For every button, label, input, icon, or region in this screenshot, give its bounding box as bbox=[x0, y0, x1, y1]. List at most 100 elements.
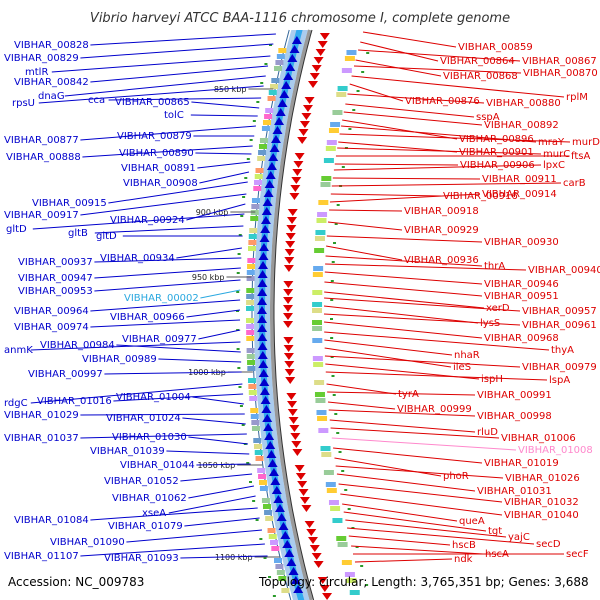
left-leader-line bbox=[80, 413, 245, 416]
ruler-tick bbox=[344, 489, 348, 491]
gene-label: VIBHAR_01031 bbox=[477, 486, 552, 497]
gene-label: VIBHAR_00951 bbox=[484, 291, 559, 302]
reverse-gene-arrow bbox=[294, 153, 305, 160]
cog-track-segment bbox=[317, 212, 328, 217]
cog-track-segment bbox=[253, 438, 262, 443]
left-leader-line bbox=[80, 543, 265, 557]
right-leader-line bbox=[329, 209, 403, 212]
cog-track-segment bbox=[318, 428, 329, 433]
reverse-gene-arrow bbox=[309, 545, 320, 552]
gene-label: VIBHAR_00997 bbox=[28, 369, 103, 380]
ruler-tick bbox=[347, 508, 351, 510]
reverse-gene-arrow bbox=[302, 105, 313, 112]
cog-track-segment bbox=[246, 324, 255, 329]
gene-label: VIBHAR_00940 bbox=[528, 265, 600, 276]
genome-info-text: Topology: circular; Length: 3,765,351 bp… bbox=[258, 575, 589, 589]
right-leader-line bbox=[323, 321, 483, 339]
right-leader-line bbox=[323, 305, 479, 324]
cog-track-segment bbox=[251, 420, 260, 425]
forward-gene-arrow bbox=[274, 504, 285, 512]
gene-label: VIBHAR_00924 bbox=[110, 215, 185, 226]
forward-gene-arrow bbox=[284, 549, 295, 557]
right-leader-line bbox=[343, 511, 487, 532]
cog-track-segment bbox=[270, 84, 279, 89]
reverse-gene-arrow bbox=[304, 97, 315, 104]
right-leader-line bbox=[324, 339, 453, 356]
reverse-gene-arrow bbox=[283, 321, 294, 328]
reverse-gene-arrow bbox=[308, 81, 319, 88]
right-leader-line bbox=[345, 103, 475, 118]
cog-track-segment bbox=[248, 384, 257, 389]
forward-gene-arrow bbox=[264, 432, 275, 440]
ruler-tick bbox=[348, 128, 352, 130]
right-leader-line bbox=[342, 503, 458, 522]
right-leader-line bbox=[328, 409, 476, 417]
forward-gene-arrow bbox=[286, 558, 297, 566]
left-leader-line bbox=[166, 450, 250, 455]
cog-track-segment bbox=[346, 578, 357, 583]
ruler-tick bbox=[338, 451, 342, 453]
cog-track-segment bbox=[312, 338, 323, 343]
forward-gene-arrow bbox=[259, 234, 270, 242]
reverse-gene-arrow bbox=[298, 489, 309, 496]
ruler-tick bbox=[263, 557, 267, 559]
cog-track-segment bbox=[321, 452, 332, 457]
gene-label: VIBHAR_00888 bbox=[6, 152, 81, 163]
cog-track-segment bbox=[268, 90, 277, 95]
gene-label: VIBHAR_00901 bbox=[459, 147, 534, 158]
left-leader-line bbox=[180, 473, 253, 482]
right-leader-line bbox=[336, 473, 476, 492]
reverse-gene-arrow bbox=[322, 593, 333, 600]
cog-track-segment bbox=[258, 150, 267, 155]
ruler-tick bbox=[246, 158, 250, 160]
cog-track-segment bbox=[249, 396, 258, 401]
forward-gene-arrow bbox=[263, 189, 274, 197]
right-leader-line bbox=[353, 65, 522, 74]
kbp-label: 900 kbp bbox=[196, 208, 229, 217]
gene-label: VIBHAR_01004 bbox=[116, 392, 191, 403]
ruler-tick bbox=[365, 584, 369, 586]
reverse-gene-arrow bbox=[283, 297, 294, 304]
left-leader-line bbox=[51, 55, 271, 73]
cog-track-segment bbox=[341, 560, 352, 565]
forward-gene-arrow bbox=[280, 531, 291, 539]
cog-track-segment bbox=[325, 482, 336, 487]
left-leader-line bbox=[113, 393, 244, 402]
gene-label: VIBHAR_00911 bbox=[482, 174, 557, 185]
gene-label: VIBHAR_00946 bbox=[484, 279, 559, 290]
ruler-tick bbox=[240, 215, 244, 217]
ruler-tick bbox=[238, 386, 242, 388]
gene-label: VIBHAR_00865 bbox=[115, 97, 190, 108]
cog-track-segment bbox=[275, 564, 284, 569]
cog-track-segment bbox=[346, 50, 357, 55]
gene-label: sspA bbox=[476, 112, 500, 123]
gene-label: VIBHAR_00876 bbox=[405, 96, 480, 107]
cog-track-segment bbox=[254, 174, 263, 179]
reverse-gene-arrow bbox=[290, 433, 301, 440]
kbp-label: 950 kbp bbox=[192, 273, 225, 282]
cog-track-segment bbox=[271, 546, 280, 551]
left-leader-line bbox=[158, 358, 242, 363]
gene-label: VIBHAR_01062 bbox=[112, 493, 187, 504]
left-leader-line bbox=[184, 517, 260, 527]
cog-track-segment bbox=[344, 572, 355, 577]
left-leader-line bbox=[80, 433, 247, 439]
right-leader-line bbox=[324, 271, 483, 285]
reverse-gene-arrow bbox=[283, 289, 294, 296]
cog-track-segment bbox=[250, 414, 259, 419]
left-leader-line bbox=[90, 507, 258, 521]
cog-track-segment bbox=[246, 318, 255, 323]
gene-label: VIBHAR_01044 bbox=[120, 460, 195, 471]
right-leader-line bbox=[333, 164, 542, 171]
gene-label: VIBHAR_01029 bbox=[4, 410, 79, 421]
cog-track-segment bbox=[323, 158, 334, 163]
gene-label: ftsA bbox=[571, 151, 590, 162]
forward-gene-arrow bbox=[287, 54, 298, 62]
gene-label: xerD bbox=[486, 303, 510, 314]
reverse-gene-arrow bbox=[284, 257, 295, 264]
cog-track-segment bbox=[247, 246, 256, 251]
gene-label: secD bbox=[536, 539, 561, 550]
reverse-gene-arrow bbox=[287, 217, 298, 224]
